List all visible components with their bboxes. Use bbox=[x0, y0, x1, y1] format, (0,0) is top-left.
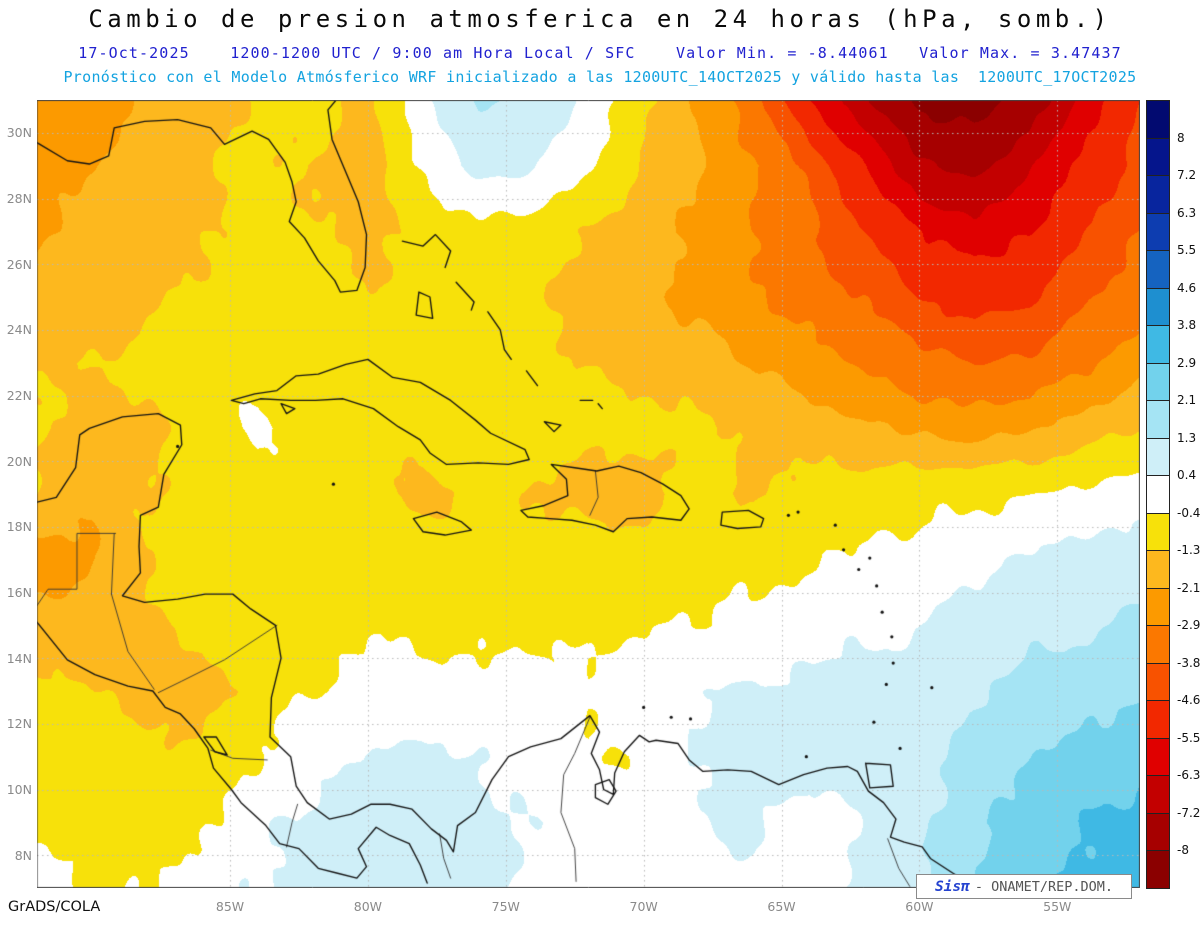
onamet-label: - ONAMET/REP.DOM. bbox=[974, 878, 1114, 895]
colorbar-label: 3.8 bbox=[1177, 318, 1197, 333]
lat-axis-label: 8N bbox=[14, 847, 32, 863]
colorbar-label: -2.9 bbox=[1177, 618, 1200, 633]
colorbar-label: 2.9 bbox=[1177, 355, 1197, 370]
lat-axis-label: 14N bbox=[6, 650, 32, 666]
colorbar-label: 8 bbox=[1177, 130, 1185, 145]
colorbar-cell bbox=[1146, 400, 1170, 439]
colorbar-cell bbox=[1146, 812, 1170, 852]
colorbar-cell bbox=[1146, 587, 1170, 627]
colorbar-cell bbox=[1146, 512, 1170, 552]
lat-axis-label: 26N bbox=[6, 256, 32, 272]
colorbar-label: -3.8 bbox=[1177, 655, 1200, 670]
lat-axis-label: 12N bbox=[6, 716, 32, 732]
sispi-onamet-badge: Sisπ - ONAMET/REP.DOM. bbox=[916, 874, 1132, 899]
lat-axis-label: 30N bbox=[6, 125, 32, 141]
colorbar-label: 5.5 bbox=[1177, 243, 1197, 258]
colorbar-label: -8 bbox=[1177, 843, 1189, 858]
lon-axis-label: 65W bbox=[767, 899, 796, 914]
colorbar-cell bbox=[1146, 175, 1170, 214]
colorbar-label: -7.2 bbox=[1177, 805, 1200, 820]
lat-axis-label: 10N bbox=[6, 782, 32, 797]
colorbar-label: 7.2 bbox=[1177, 168, 1197, 183]
lat-axis-label: 28N bbox=[6, 191, 32, 206]
colorbar-cell bbox=[1146, 850, 1170, 889]
lat-axis-label: 22N bbox=[6, 388, 32, 403]
colorbar-label: 2.1 bbox=[1177, 393, 1197, 408]
colorbar-label: -6.3 bbox=[1177, 768, 1200, 783]
colorbar-cell bbox=[1146, 325, 1170, 364]
colorbar-cell bbox=[1146, 437, 1170, 477]
colorbar-cell bbox=[1146, 550, 1170, 589]
lon-axis-label: 80W bbox=[353, 899, 383, 914]
colorbar-label: -4.6 bbox=[1177, 693, 1200, 708]
sispi-logo-text: Sisπ bbox=[934, 878, 970, 895]
colorbar-label: -2.1 bbox=[1177, 580, 1200, 595]
lon-axis-label: 85W bbox=[215, 899, 245, 914]
colorbar-label: 0.4 bbox=[1177, 468, 1197, 483]
colorbar-cell bbox=[1146, 475, 1170, 514]
colorbar-cell bbox=[1146, 362, 1170, 402]
colorbar-cell bbox=[1146, 737, 1170, 777]
lon-axis-label: 60W bbox=[905, 899, 934, 914]
colorbar-label: 1.3 bbox=[1177, 430, 1197, 445]
colorbar-cell bbox=[1146, 100, 1170, 139]
pressure-change-map-canvas bbox=[37, 100, 1140, 888]
lon-axis-label: 55W bbox=[1043, 899, 1072, 914]
colorbar-label: 4.6 bbox=[1177, 280, 1197, 295]
colorbar-cell bbox=[1146, 287, 1170, 327]
colorbar-cell bbox=[1146, 250, 1170, 289]
grads-cola-credit: GrADS/COLA bbox=[8, 899, 101, 915]
colorbar-label: -5.5 bbox=[1177, 730, 1200, 745]
chart-subtitle-model: Pronóstico con el Modelo Atmósferico WRF… bbox=[63, 68, 1137, 86]
colorbar-label: -1.3 bbox=[1177, 543, 1200, 558]
colorbar-label: -0.4 bbox=[1177, 505, 1200, 520]
colorbar-cell bbox=[1146, 700, 1170, 739]
lat-axis-label: 18N bbox=[6, 519, 32, 535]
colorbar-label: 6.3 bbox=[1177, 205, 1197, 220]
colorbar-cell bbox=[1146, 662, 1170, 702]
colorbar-cell bbox=[1146, 137, 1170, 177]
colorbar-cell bbox=[1146, 625, 1170, 664]
chart-title: Cambio de presion atmosferica en 24 hora… bbox=[88, 5, 1112, 33]
lat-axis-label: 20N bbox=[6, 453, 32, 469]
lat-axis-label: 16N bbox=[6, 585, 32, 600]
colorbar-cell bbox=[1146, 775, 1170, 814]
colorbar-cell bbox=[1146, 212, 1170, 252]
lon-axis-label: 70W bbox=[629, 899, 658, 914]
lat-axis-label: 24N bbox=[6, 322, 32, 338]
chart-subtitle-datetime: 17-Oct-2025 1200-1200 UTC / 9:00 am Hora… bbox=[78, 44, 1122, 62]
lon-axis-label: 75W bbox=[491, 899, 520, 914]
